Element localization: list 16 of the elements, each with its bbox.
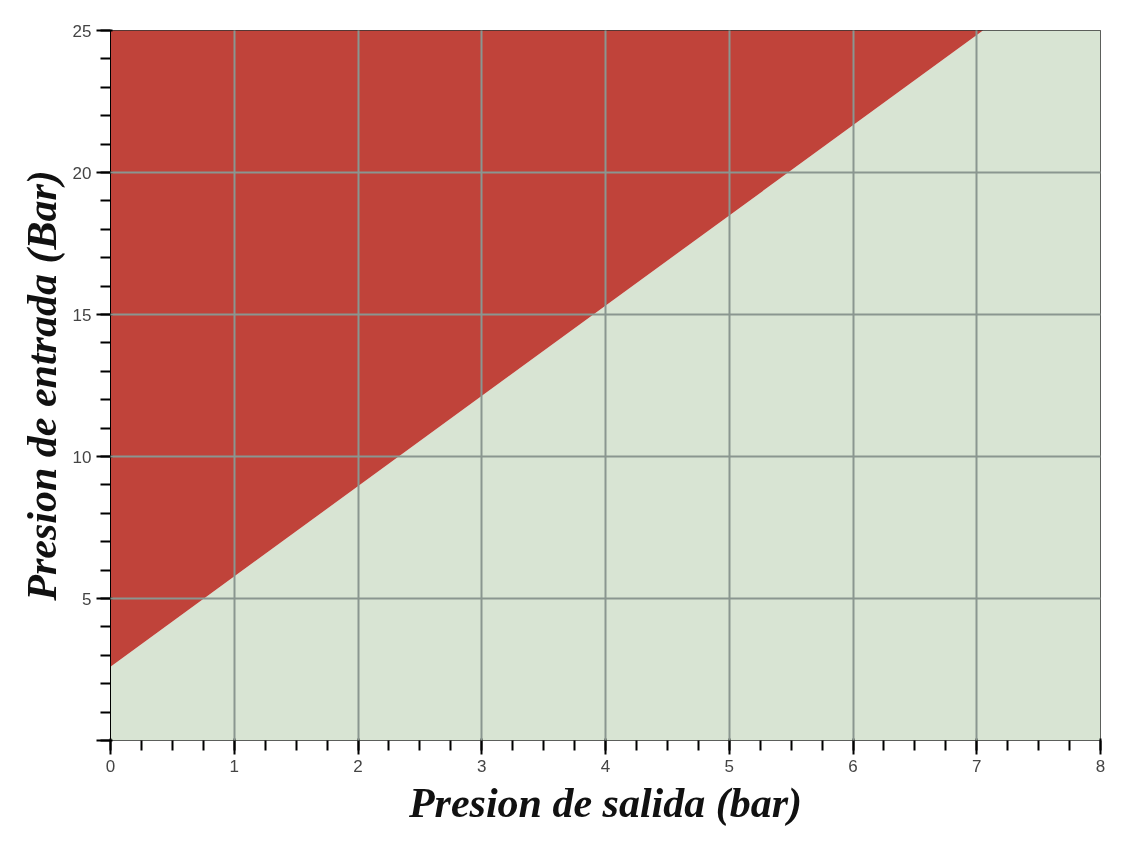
x-tick-label: 4	[600, 756, 611, 776]
x-tick-label: 5	[724, 756, 734, 776]
x-tick-label: 7	[972, 756, 982, 776]
y-tick-label: 5	[82, 589, 92, 609]
x-tick-label: 6	[848, 756, 858, 776]
x-tick-label: 2	[353, 756, 363, 776]
y-tick-label: 25	[72, 21, 92, 41]
x-axis-title: Presion de salida (bar)	[407, 779, 803, 827]
y-tick-label: 10	[72, 447, 92, 467]
y-tick-label: 15	[72, 305, 92, 325]
x-tick-label: 0	[105, 756, 116, 776]
x-tick-label: 1	[229, 756, 239, 776]
x-tick-label: 3	[477, 756, 487, 776]
x-tick-label: 8	[1095, 756, 1106, 776]
y-axis-title: Presion de entrada (Bar)	[18, 170, 66, 602]
y-tick-label: 20	[72, 163, 92, 183]
